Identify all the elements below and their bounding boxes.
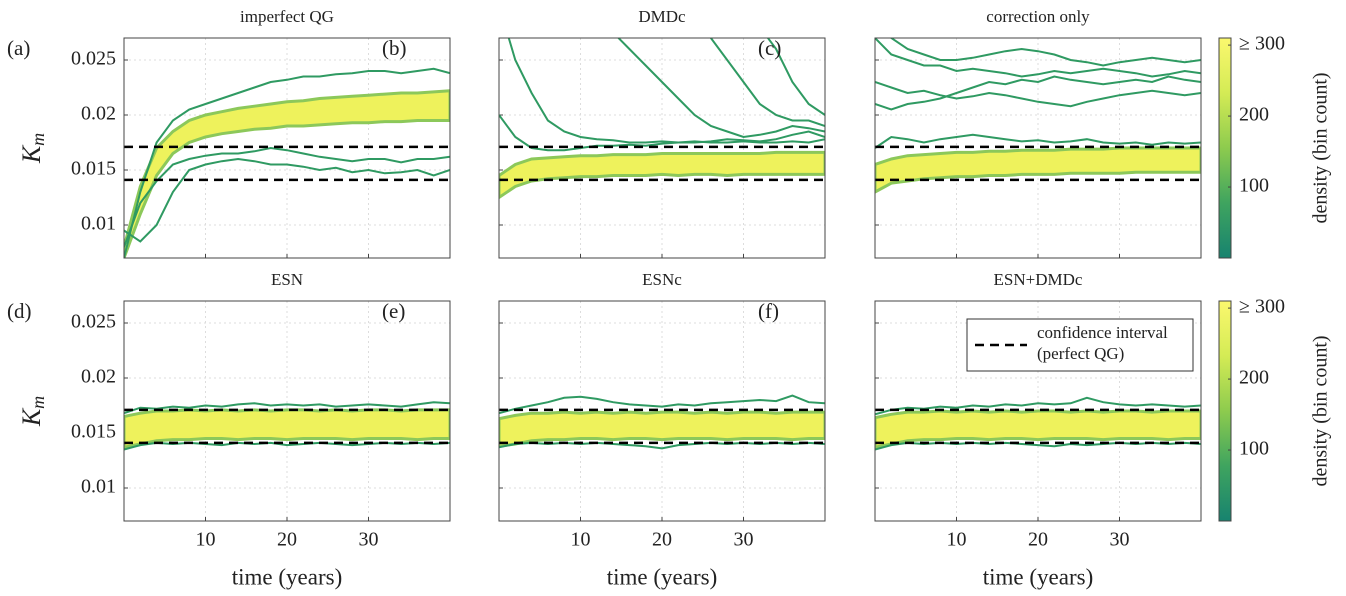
- y-tick-label: 0.025: [71, 48, 116, 70]
- y-axis-subscript: m: [28, 396, 48, 409]
- trajectory: [890, 38, 1201, 67]
- axes-frame: [123, 37, 451, 259]
- panel-label: (b): [382, 36, 407, 60]
- panel-title: ESN: [271, 270, 303, 289]
- trajectory: [617, 38, 825, 139]
- y-tick-label: 0.015: [71, 158, 116, 180]
- y-axis-symbol: K: [17, 407, 46, 427]
- axes-frame: [123, 300, 451, 522]
- y-axis-label: Km: [17, 133, 48, 164]
- x-tick-label: 10: [196, 529, 216, 551]
- plot-content: [499, 394, 825, 450]
- y-tick-label: 0.025: [71, 311, 116, 333]
- axes-frame: [498, 37, 826, 259]
- trajectory: [124, 67, 450, 258]
- x-tick-label: 30: [734, 529, 754, 551]
- density-band: [875, 409, 1201, 449]
- trajectory: [875, 396, 1201, 416]
- panel-label: (a): [7, 36, 30, 60]
- axes-frame: [874, 300, 1202, 522]
- trajectory: [124, 146, 450, 248]
- panel-label: (f): [758, 299, 779, 323]
- colorbar-tick-label: 200: [1239, 367, 1269, 389]
- axes-frame: [498, 300, 826, 522]
- trajectory: [499, 114, 825, 152]
- legend-label: confidence interval: [1037, 323, 1168, 342]
- axes-frame: [874, 37, 1202, 259]
- trajectory: [124, 401, 450, 415]
- plot-content: [124, 401, 450, 451]
- y-tick-label: 0.01: [81, 476, 116, 498]
- x-axis-label: time (years): [232, 564, 342, 589]
- colorbar-label: density (bin count): [1310, 72, 1332, 223]
- panel-label: (d): [7, 299, 32, 323]
- x-tick-label: 30: [359, 529, 379, 551]
- panel-title: DMDc: [638, 7, 686, 26]
- plot-content: [124, 67, 450, 258]
- trajectory: [124, 157, 450, 243]
- plot-content: [875, 38, 1201, 194]
- panel-label: (c): [758, 36, 781, 60]
- trajectory: [507, 38, 825, 144]
- trajectory: [875, 75, 1201, 111]
- density-band: [875, 146, 1201, 194]
- trajectory: [766, 38, 825, 116]
- x-axis-label: time (years): [983, 564, 1093, 589]
- x-tick-label: 10: [947, 529, 967, 551]
- plot-content: [499, 38, 825, 200]
- x-tick-label: 10: [571, 529, 591, 551]
- y-axis-subscript: m: [28, 133, 48, 146]
- trajectory: [499, 394, 825, 415]
- x-tick-label: 30: [1110, 529, 1130, 551]
- density-band: [124, 408, 450, 449]
- x-tick-label: 20: [1028, 529, 1048, 551]
- panel-title: ESNc: [642, 270, 682, 289]
- colorbar-tick-label: 100: [1239, 175, 1269, 197]
- trajectory: [875, 133, 1201, 149]
- y-tick-label: 0.015: [71, 421, 116, 443]
- panel-title: correction only: [986, 7, 1090, 26]
- plot-content: [875, 396, 1201, 451]
- x-tick-label: 20: [652, 529, 672, 551]
- y-axis-symbol: K: [17, 144, 46, 164]
- trajectory: [875, 81, 1201, 108]
- trajectory: [709, 38, 825, 127]
- density-band: [124, 89, 450, 258]
- colorbar: [1218, 300, 1232, 522]
- y-tick-label: 0.02: [81, 103, 116, 125]
- density-band: [499, 150, 825, 200]
- colorbar-tick-label: ≥ 300: [1239, 33, 1285, 55]
- density-band: [499, 410, 825, 448]
- y-axis-label: Km: [17, 396, 48, 427]
- panel-label: (e): [382, 299, 405, 323]
- colorbar-label: density (bin count): [1310, 335, 1332, 486]
- colorbar-tick-label: 200: [1239, 104, 1269, 126]
- y-tick-label: 0.01: [81, 213, 116, 235]
- trajectory: [875, 38, 1201, 78]
- legend-label: (perfect QG): [1037, 344, 1124, 363]
- panel-title: ESN+DMDc: [994, 270, 1083, 289]
- x-tick-label: 20: [277, 529, 297, 551]
- y-tick-label: 0.02: [81, 366, 116, 388]
- colorbar-tick-label: 100: [1239, 438, 1269, 460]
- colorbar: [1218, 37, 1232, 259]
- legend-box: [966, 318, 1194, 372]
- x-axis-label: time (years): [607, 564, 717, 589]
- colorbar-tick-label: ≥ 300: [1239, 296, 1285, 318]
- panel-title: imperfect QG: [240, 7, 334, 26]
